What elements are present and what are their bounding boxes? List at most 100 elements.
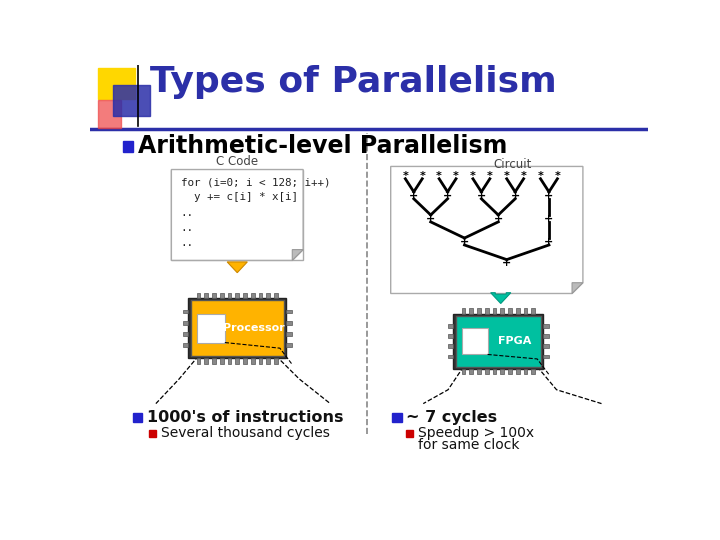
Text: *: *: [538, 171, 544, 181]
Bar: [485, 308, 489, 314]
Bar: [191, 300, 284, 356]
Bar: [183, 343, 189, 347]
Bar: [516, 369, 520, 374]
Text: *: *: [436, 171, 442, 181]
Bar: [508, 369, 512, 374]
Text: +: +: [544, 237, 554, 247]
Text: Speedup > 100x: Speedup > 100x: [418, 426, 534, 440]
Bar: [220, 293, 224, 298]
Bar: [197, 358, 200, 363]
Bar: [235, 293, 239, 298]
Text: +: +: [477, 191, 486, 201]
Bar: [171, 170, 303, 260]
Text: Processor: Processor: [223, 323, 285, 333]
Bar: [448, 324, 454, 328]
Bar: [286, 343, 292, 347]
Text: +: +: [544, 214, 554, 224]
Bar: [228, 293, 231, 298]
Text: +: +: [502, 259, 511, 268]
Text: *: *: [470, 171, 476, 181]
Polygon shape: [572, 283, 583, 294]
Bar: [266, 358, 270, 363]
Bar: [212, 293, 216, 298]
Bar: [212, 358, 216, 363]
Text: C Code: C Code: [216, 156, 258, 168]
Polygon shape: [391, 166, 583, 294]
Bar: [469, 308, 473, 314]
Bar: [149, 430, 156, 437]
Bar: [485, 369, 489, 374]
Bar: [448, 334, 454, 338]
Bar: [469, 369, 473, 374]
Text: *: *: [554, 171, 560, 181]
Bar: [406, 430, 413, 437]
Text: +: +: [510, 191, 520, 201]
Bar: [98, 100, 121, 128]
Bar: [132, 413, 142, 422]
Polygon shape: [292, 249, 303, 260]
Bar: [477, 308, 481, 314]
Bar: [204, 293, 208, 298]
Bar: [523, 308, 528, 314]
Bar: [544, 345, 549, 348]
Bar: [235, 358, 239, 363]
Bar: [243, 293, 247, 298]
Bar: [286, 332, 292, 335]
Text: *: *: [487, 171, 492, 181]
Text: for same clock: for same clock: [418, 438, 519, 452]
Bar: [204, 358, 208, 363]
Text: *: *: [521, 171, 526, 181]
Text: Circuit: Circuit: [493, 158, 531, 171]
Bar: [113, 85, 150, 116]
Text: *: *: [419, 171, 426, 181]
Polygon shape: [171, 170, 303, 260]
Text: +: +: [544, 191, 554, 201]
Bar: [274, 293, 278, 298]
Bar: [462, 308, 466, 314]
Bar: [197, 293, 200, 298]
Bar: [531, 308, 535, 314]
Bar: [454, 314, 544, 369]
Text: +: +: [460, 237, 469, 247]
Bar: [392, 413, 402, 422]
Text: Several thousand cycles: Several thousand cycles: [161, 426, 330, 440]
Text: 1000's of instructions: 1000's of instructions: [148, 410, 344, 425]
Bar: [251, 293, 255, 298]
FancyArrow shape: [228, 262, 248, 273]
Text: FPGA: FPGA: [498, 336, 531, 346]
Text: +: +: [426, 214, 436, 224]
Bar: [544, 334, 549, 338]
Bar: [183, 332, 189, 335]
Bar: [523, 369, 528, 374]
Bar: [197, 314, 225, 342]
Bar: [492, 308, 497, 314]
Bar: [516, 308, 520, 314]
Bar: [122, 141, 133, 152]
Bar: [544, 355, 549, 359]
Bar: [492, 369, 497, 374]
Bar: [98, 68, 135, 99]
Bar: [251, 358, 255, 363]
Bar: [462, 328, 487, 354]
FancyArrow shape: [490, 293, 510, 303]
Bar: [500, 369, 504, 374]
Bar: [286, 309, 292, 313]
Text: *: *: [402, 171, 408, 181]
Bar: [266, 293, 270, 298]
Bar: [531, 369, 535, 374]
Bar: [477, 369, 481, 374]
Bar: [189, 298, 286, 358]
Bar: [183, 321, 189, 325]
Text: +: +: [443, 191, 452, 201]
Bar: [228, 358, 231, 363]
Text: Types of Parallelism: Types of Parallelism: [150, 65, 557, 99]
Text: Arithmetic-level Parallelism: Arithmetic-level Parallelism: [138, 134, 508, 158]
Bar: [448, 355, 454, 359]
Bar: [544, 324, 549, 328]
Bar: [448, 345, 454, 348]
Text: +: +: [494, 214, 503, 224]
Bar: [258, 358, 262, 363]
Text: ~ 7 cycles: ~ 7 cycles: [406, 410, 498, 425]
Text: *: *: [504, 171, 510, 181]
Bar: [500, 308, 504, 314]
